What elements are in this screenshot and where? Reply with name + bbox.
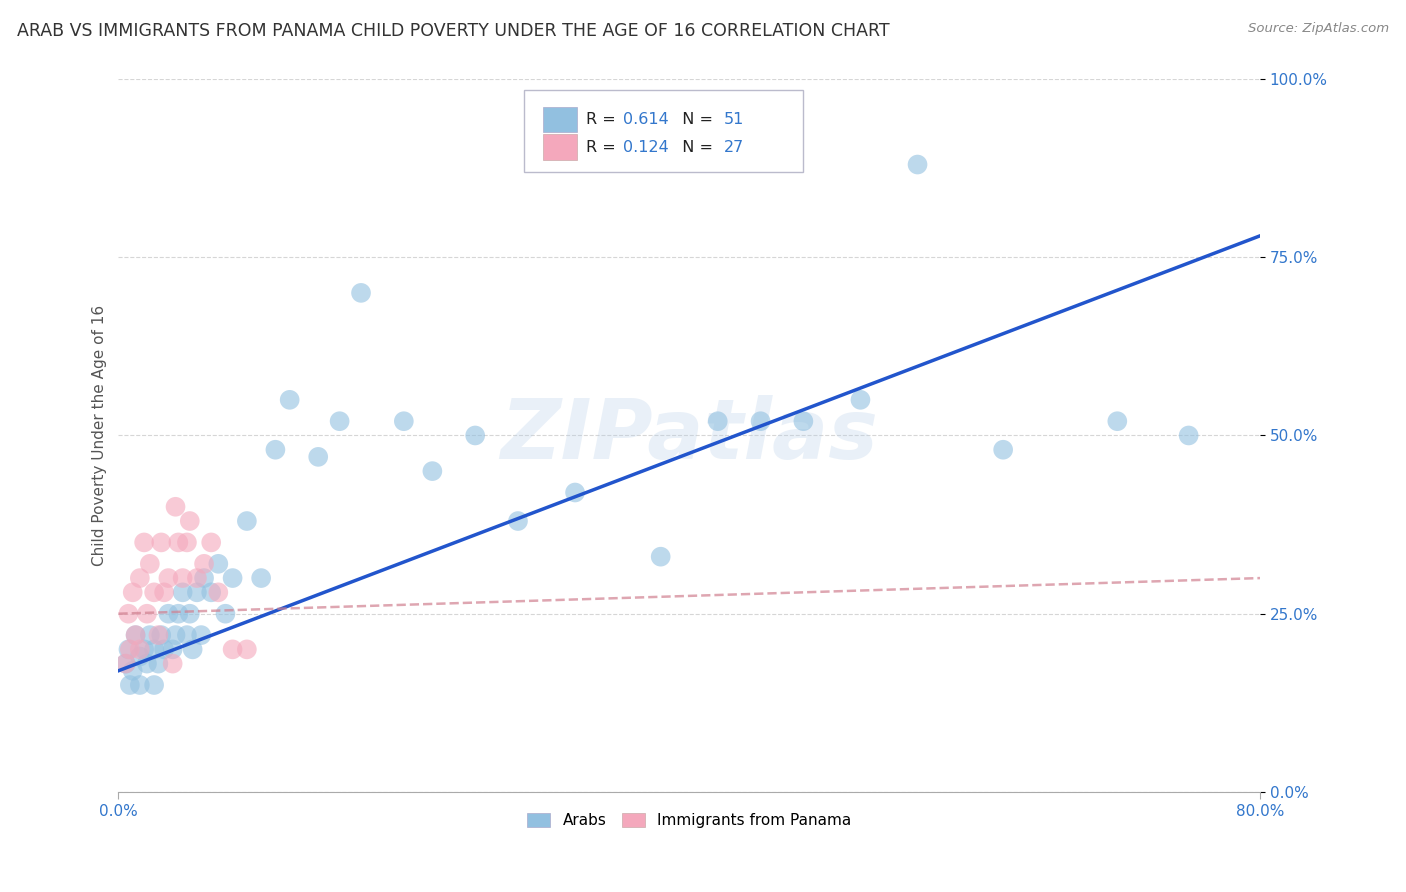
Text: ARAB VS IMMIGRANTS FROM PANAMA CHILD POVERTY UNDER THE AGE OF 16 CORRELATION CHA: ARAB VS IMMIGRANTS FROM PANAMA CHILD POV… [17,22,890,40]
Bar [543,135,578,160]
Text: 51: 51 [724,112,744,127]
Point [139,557,162,571]
Point [422,464,444,478]
Point [128,678,150,692]
Point [134,642,156,657]
Point [849,392,872,407]
Point [118,678,141,692]
Point [176,628,198,642]
Point [749,414,772,428]
Point [121,585,143,599]
Point [157,571,180,585]
Point [176,535,198,549]
Point [392,414,415,428]
Point [278,392,301,407]
Point [236,642,259,657]
Point [307,450,329,464]
Point [143,585,166,599]
Point [1177,428,1199,442]
Point [207,585,229,599]
Point [128,571,150,585]
Text: 0.614: 0.614 [623,112,669,127]
Point [179,607,201,621]
Point [221,571,243,585]
Text: R =: R = [586,140,621,154]
Point [207,557,229,571]
Point [143,678,166,692]
Point [172,571,194,585]
Point [650,549,672,564]
Point [179,514,201,528]
Point [236,514,259,528]
Point [128,649,150,664]
Point [506,514,529,528]
Point [186,585,208,599]
Bar [543,107,578,132]
Text: Source: ZipAtlas.com: Source: ZipAtlas.com [1249,22,1389,36]
Point [200,585,222,599]
Point [150,535,173,549]
FancyBboxPatch shape [523,90,803,171]
Point [117,607,139,621]
Point [190,628,212,642]
Point [792,414,814,428]
Text: N =: N = [672,112,718,127]
Point [136,607,159,621]
Point [186,571,208,585]
Point [250,571,273,585]
Point [264,442,287,457]
Point [117,642,139,657]
Point [707,414,730,428]
Point [150,628,173,642]
Point [167,535,190,549]
Point [1107,414,1129,428]
Point [143,642,166,657]
Point [181,642,204,657]
Point [128,642,150,657]
Point [162,642,184,657]
Point [148,628,170,642]
Point [114,657,136,671]
Point [165,628,187,642]
Point [124,628,146,642]
Point [134,535,156,549]
Point [214,607,236,621]
Point [157,607,180,621]
Point [124,628,146,642]
Text: R =: R = [586,112,621,127]
Point [350,285,373,300]
Text: N =: N = [672,140,718,154]
Point [114,657,136,671]
Point [193,571,215,585]
Y-axis label: Child Poverty Under the Age of 16: Child Poverty Under the Age of 16 [93,305,107,566]
Point [118,642,141,657]
Text: 27: 27 [724,140,744,154]
Point [162,657,184,671]
Point [200,535,222,549]
Legend: Arabs, Immigrants from Panama: Arabs, Immigrants from Panama [522,807,858,834]
Point [153,585,176,599]
Point [148,657,170,671]
Point [172,585,194,599]
Point [136,657,159,671]
Text: ZIPatlas: ZIPatlas [501,395,879,476]
Point [329,414,352,428]
Point [165,500,187,514]
Point [167,607,190,621]
Text: 0.124: 0.124 [623,140,669,154]
Point [991,442,1014,457]
Point [139,628,162,642]
Point [464,428,486,442]
Point [907,157,929,171]
Point [193,557,215,571]
Point [564,485,586,500]
Point [221,642,243,657]
Point [153,642,176,657]
Point [121,664,143,678]
